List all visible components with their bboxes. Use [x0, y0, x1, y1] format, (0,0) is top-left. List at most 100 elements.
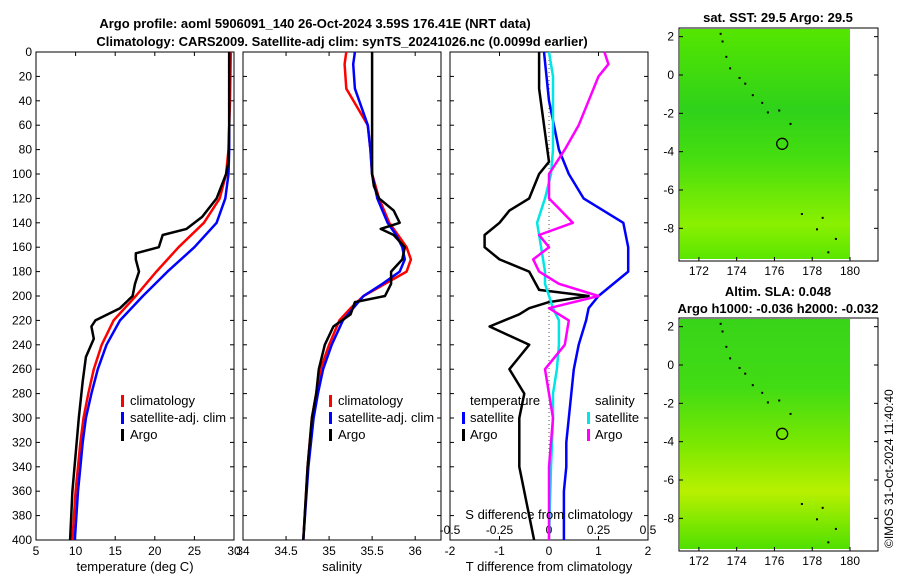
chart-title-line2: Climatology: CARS2009. Satellite-adj cli… [96, 34, 587, 49]
argo-location-marker [776, 137, 789, 150]
depth-tick-label: 140 [12, 216, 32, 230]
depth-tick-label: 100 [12, 167, 32, 181]
legend-s-satellite: satellite [595, 410, 639, 425]
x-tick-label: -1 [494, 544, 505, 558]
map-y-tick-label: -8 [663, 221, 674, 235]
depth-tick-label: 320 [12, 435, 32, 449]
depth-tick-label: 260 [12, 362, 32, 376]
salinity-legend: climatology satellite-adj. clim Argo [329, 393, 434, 442]
map-x-tick-label: 178 [802, 264, 822, 278]
depth-tick-label: 280 [12, 387, 32, 401]
temperature-xlabel: temperature (deg C) [76, 559, 193, 574]
depth-tick-label: 80 [19, 143, 33, 157]
island-marker [738, 366, 741, 369]
island-marker [719, 322, 722, 325]
island-marker [821, 216, 824, 219]
island-marker [725, 55, 728, 58]
depth-tick-label: 0 [25, 45, 32, 59]
map-x-tick-label: 176 [764, 554, 784, 568]
map-y-tick-label: -2 [663, 106, 674, 120]
legend-t-satellite-swatch [462, 412, 465, 424]
legend-argo: Argo [338, 427, 365, 442]
sla-map [680, 319, 850, 549]
island-marker [834, 527, 837, 530]
series-line-s-argo [531, 51, 610, 540]
depth-tick-label: 340 [12, 460, 32, 474]
x-tick-label: 35.5 [360, 544, 384, 558]
x-tick-label: 36 [408, 544, 422, 558]
s-tick-label: -0.25 [486, 523, 514, 537]
island-marker [721, 330, 724, 333]
imos-credit: ©IMOS 31-Oct-2024 11:40:40 [882, 389, 896, 548]
temperature-legend: climatology satellite-adj. clim Argo [121, 393, 226, 442]
plot-panels: 0204060801001201401601802002202402602803… [12, 45, 657, 558]
depth-tick-label: 240 [12, 338, 32, 352]
s-difference-xlabel: S difference from climatology [465, 507, 633, 522]
depth-tick-label: 360 [12, 484, 32, 498]
island-marker [719, 32, 722, 35]
island-marker [761, 391, 764, 394]
legend-climatology-swatch [121, 395, 124, 407]
x-tick-label: 2 [645, 544, 652, 558]
island-marker [729, 67, 732, 70]
x-tick-label: 5 [33, 544, 40, 558]
legend-argo-swatch [121, 429, 124, 441]
island-marker [738, 76, 741, 79]
x-tick-label: 20 [148, 544, 162, 558]
depth-tick-label: 400 [12, 533, 32, 547]
island-marker [789, 122, 792, 125]
island-marker [744, 372, 747, 375]
island-marker [789, 412, 792, 415]
island-marker [725, 345, 728, 348]
series-line-climatology [71, 51, 233, 541]
depth-tick-label: 120 [12, 191, 32, 205]
map-y-tick-label: 2 [667, 30, 674, 44]
map-y-tick-label: -4 [663, 145, 674, 159]
series-line-s-satellite [535, 51, 561, 541]
map-overlays: 172 174 176 178 180 2 0 -2 -4 -6 -8 172 174 176 178 180… [663, 30, 878, 568]
map-x-tick-label: 172 [689, 554, 709, 568]
island-marker [800, 503, 803, 505]
legend-t-argo: Argo [470, 427, 497, 442]
legend-s-satellite-swatch [587, 412, 590, 424]
salinity-axes [242, 51, 442, 541]
island-marker [729, 357, 732, 360]
series-line-t-satellite [542, 51, 630, 540]
series-line-argo [68, 52, 231, 541]
map-y-tick-label: 2 [667, 320, 674, 334]
legend-t-argo-swatch [462, 429, 465, 441]
legend-climatology-swatch [329, 395, 332, 407]
island-marker [778, 109, 781, 112]
legend-s-argo-swatch [587, 429, 590, 441]
island-marker [800, 213, 803, 215]
sla-map-title-2: Argo h1000: -0.036 h2000: -0.032 [678, 301, 879, 316]
map-x-tick-label: 180 [840, 264, 860, 278]
map-y-tick-label: 0 [667, 68, 674, 82]
island-marker [834, 237, 837, 240]
island-marker [721, 40, 724, 43]
x-tick-label: 34.5 [274, 544, 298, 558]
map-x-tick-label: 174 [727, 264, 747, 278]
legend-satellite-adj: satellite-adj. clim [130, 410, 226, 425]
x-tick-label: -2 [445, 544, 456, 558]
island-marker [827, 251, 830, 254]
sst-map-title: sat. SST: 29.5 Argo: 29.5 [703, 10, 853, 25]
island-marker [778, 399, 781, 402]
argo-location-marker [776, 427, 789, 440]
depth-tick-label: 200 [12, 289, 32, 303]
sst-map [680, 29, 850, 259]
depth-tick-label: 300 [12, 411, 32, 425]
series-line-t-argo [483, 52, 590, 541]
series-line-argo [302, 52, 407, 541]
map-x-tick-label: 180 [840, 554, 860, 568]
sla-map-title-1: Altim. SLA: 0.048 [725, 284, 831, 299]
legend-salinity-title: salinity [595, 393, 635, 408]
x-tick-label: 35 [322, 544, 336, 558]
island-marker [751, 384, 754, 387]
chart-title-line1: Argo profile: aoml 5906091_140 26-Oct-20… [99, 16, 530, 31]
legend-climatology: climatology [338, 393, 404, 408]
legend-argo-swatch [329, 429, 332, 441]
x-tick-label: 34 [236, 544, 250, 558]
s-tick-label: -0.5 [440, 523, 461, 537]
